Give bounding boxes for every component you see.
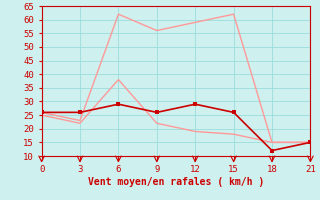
X-axis label: Vent moyen/en rafales ( km/h ): Vent moyen/en rafales ( km/h ) bbox=[88, 177, 264, 187]
